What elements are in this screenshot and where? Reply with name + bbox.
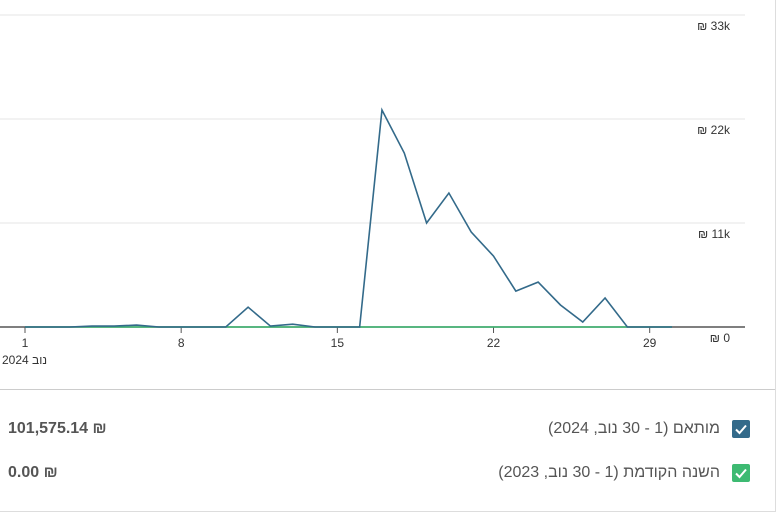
chart: ₪ 0 ₪ 11k ₪ 22k ₪ 33k 1 8 15 22 29 נוב 2024 [0,14,775,390]
legend-checkbox[interactable] [732,420,750,438]
legend-label: השנה הקודמת (1 - 30 נוב, 2023) [498,464,720,481]
legend-item: מותאם (1 - 30 נוב, 2024) ₪ 101,575.14 [0,417,775,441]
y-tick-label: ₪ 33k [697,19,731,33]
legend-label: מותאם (1 - 30 נוב, 2024) [547,420,720,437]
x-tick-label: 8 [178,336,185,350]
x-period-label: נוב 2024 [2,353,47,367]
y-tick-label: ₪ 22k [697,123,731,137]
x-tick-label: 22 [487,336,501,350]
y-tick-label: ₪ 0 [710,331,731,345]
y-tick-label: ₪ 11k [698,227,731,241]
x-tick-label: 1 [22,336,29,350]
series-total: ₪ 101,575.14 [8,420,107,437]
x-tick-label: 29 [643,336,657,350]
legend-item: השנה הקודמת (1 - 30 נוב, 2023) ₪ 0.00 [0,461,775,485]
check-icon [735,424,747,435]
series-total: ₪ 0.00 [8,464,58,481]
legend-checkbox[interactable] [732,464,750,482]
check-icon [735,468,747,479]
series-line [25,107,672,328]
x-tick-label: 15 [331,336,345,350]
